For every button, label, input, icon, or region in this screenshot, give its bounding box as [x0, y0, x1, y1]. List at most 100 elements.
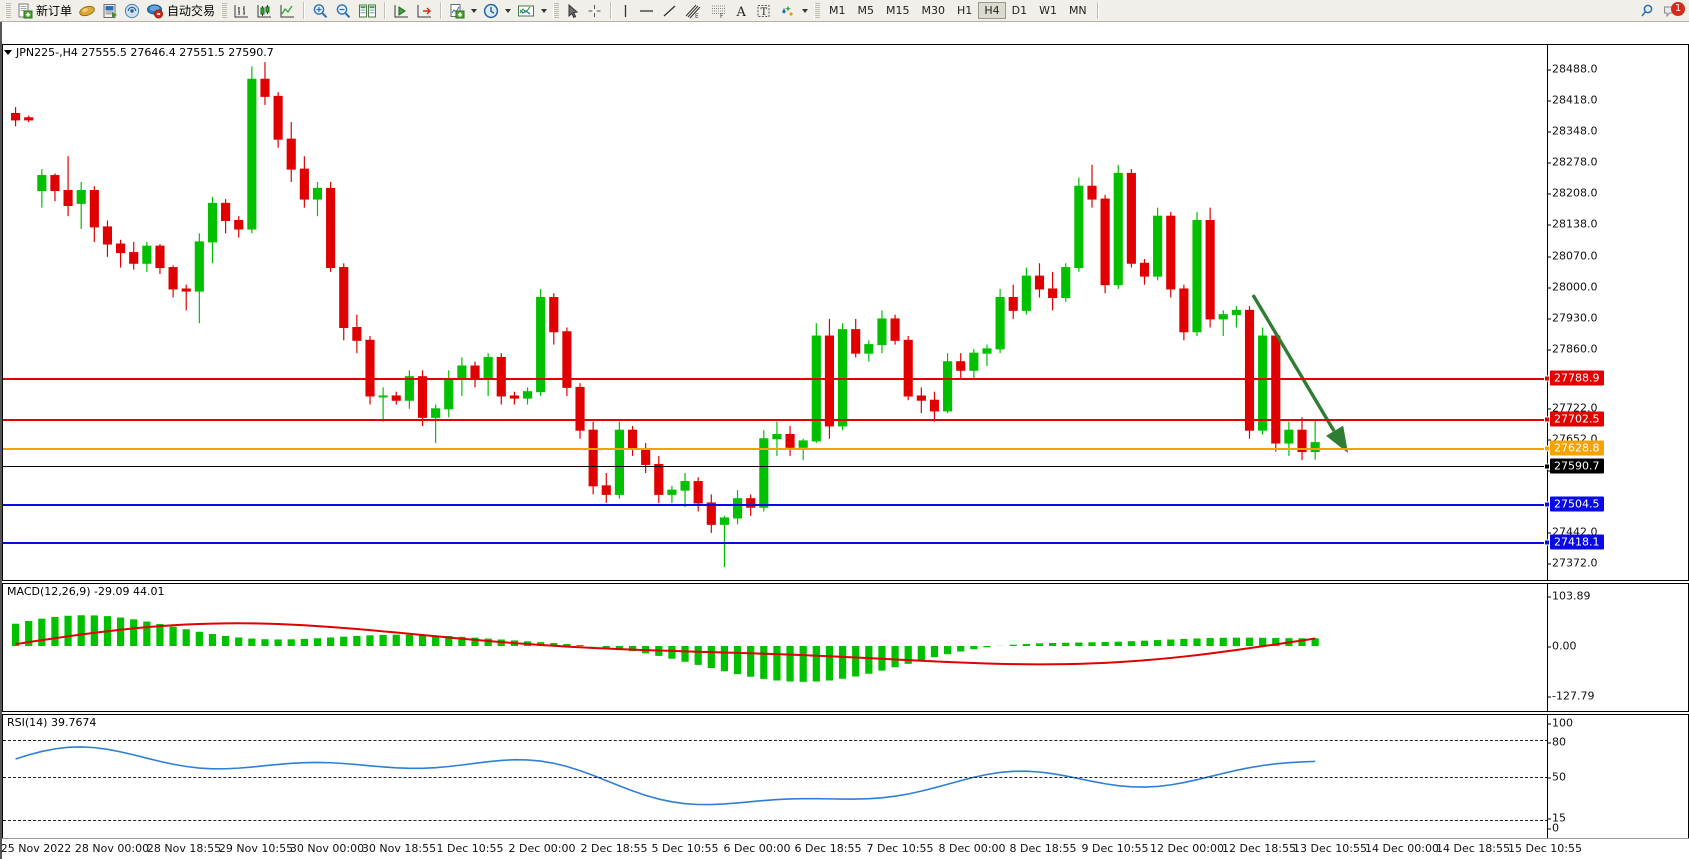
candle — [995, 288, 1005, 354]
line-chart-button[interactable] — [276, 1, 299, 21]
macd-pane[interactable]: MACD(12,26,9) -29.09 44.01 103.89 0.00 -12… — [2, 583, 1689, 712]
candle — [221, 199, 231, 234]
tab-timeframe-m30[interactable]: M30 — [921, 4, 946, 17]
candle — [168, 265, 178, 298]
text-button[interactable]: A — [731, 1, 752, 21]
candle — [706, 494, 716, 533]
last-price-line[interactable] — [3, 466, 1548, 467]
zoom-out-button[interactable] — [332, 1, 355, 21]
time-axis[interactable]: 25 Nov 2022 28 Nov 00:00 28 Nov 18:55 29 No… — [1, 838, 1689, 859]
time-tick: 2 Dec 00:00 — [508, 842, 576, 855]
chart-shift-icon — [417, 4, 432, 17]
indicators-button[interactable] — [446, 1, 480, 21]
candle — [509, 391, 519, 405]
candle — [877, 310, 887, 354]
chart-menu-caret-icon[interactable] — [4, 50, 12, 55]
pivot-line[interactable] — [3, 448, 1548, 450]
tab-timeframe-mn[interactable]: MN — [1068, 4, 1087, 17]
signals-button[interactable] — [75, 1, 99, 21]
rsi-level-line — [3, 819, 1548, 821]
shapes-icon — [782, 5, 793, 16]
chevron-down-icon[interactable] — [471, 8, 478, 13]
tab-timeframe-m15[interactable]: M15 — [886, 4, 910, 17]
tab-timeframe-h4[interactable]: H4 — [978, 2, 1006, 19]
candle — [378, 387, 388, 422]
notifications-button[interactable]: 1 — [1659, 1, 1687, 21]
price-pane[interactable]: 28488.0 28418.0 28348.0 28278.0 28208.0 28138… — [2, 44, 1689, 601]
broadcast-button[interactable] — [121, 1, 143, 21]
tab-timeframe-d1[interactable]: D1 — [1011, 4, 1028, 17]
auto-scroll-button[interactable] — [390, 1, 413, 21]
data-window-button[interactable] — [355, 1, 380, 21]
text-label-button[interactable]: T — [752, 1, 775, 21]
candle — [102, 220, 113, 257]
price-tag-pivot[interactable]: 27628.8 — [1550, 440, 1604, 456]
crosshair-button[interactable] — [583, 1, 606, 21]
price-tag-support-2[interactable]: 27418.1 — [1550, 534, 1604, 550]
price-tick: 28348.0 — [1547, 124, 1598, 138]
candle — [1139, 259, 1150, 285]
tab-timeframe-w1[interactable]: W1 — [1039, 4, 1057, 17]
market-button[interactable] — [99, 1, 121, 21]
candle — [273, 92, 283, 148]
candle — [142, 241, 152, 272]
candle — [1310, 419, 1320, 460]
templates-button[interactable] — [514, 1, 550, 21]
periods-button[interactable] — [480, 1, 514, 21]
chart-area[interactable]: JPN225-,H4 27555.5 27646.4 27551.5 27590… — [0, 22, 1689, 859]
equidistant-channel-button[interactable]: E — [681, 1, 706, 21]
toolbar-grip-2[interactable] — [221, 2, 228, 19]
candle — [1153, 207, 1163, 281]
toolbar-grip-4[interactable] — [814, 2, 821, 19]
candle — [1231, 306, 1241, 328]
toolbar-grip[interactable] — [5, 2, 11, 19]
resistance-line-1[interactable] — [3, 378, 1548, 380]
rsi-tick: 0 — [1547, 821, 1559, 835]
shapes-button[interactable] — [775, 1, 811, 21]
tab-timeframe-m5[interactable]: M5 — [857, 4, 875, 17]
rsi-axis[interactable]: 100 80 50 15 0 — [1547, 715, 1688, 838]
price-tick: 28488.0 — [1547, 62, 1598, 76]
rsi-plot[interactable] — [3, 715, 1548, 838]
zoom-in-button[interactable] — [309, 1, 332, 21]
search-icon — [1641, 4, 1653, 16]
vertical-line-button[interactable] — [616, 1, 635, 21]
price-plot[interactable] — [3, 45, 1548, 580]
candle — [614, 421, 624, 499]
chevron-down-icon-2[interactable] — [505, 8, 512, 13]
tab-timeframe-m1[interactable]: M1 — [829, 4, 846, 17]
rsi-tick: 100 — [1547, 716, 1573, 730]
price-tag-last-price[interactable]: 27590.7 — [1550, 458, 1604, 474]
tab-timeframe-h1[interactable]: H1 — [957, 4, 973, 17]
support-line-1[interactable] — [3, 504, 1548, 506]
fibonacci-button[interactable]: F — [706, 1, 731, 21]
macd-axis[interactable]: 103.89 0.00 -127.79 — [1546, 584, 1688, 711]
resistance-line-2[interactable] — [3, 419, 1548, 421]
macd-series — [11, 615, 1319, 682]
candle — [24, 115, 34, 123]
rsi-pane[interactable]: RSI(14) 39.7674 100 80 50 15 0 — [2, 714, 1689, 839]
candlestick-chart-button[interactable] — [253, 1, 276, 21]
toolbar-separator-1 — [303, 2, 306, 19]
candle — [76, 181, 86, 230]
toolbar-grip-3[interactable] — [553, 2, 560, 19]
chart-shift-button[interactable] — [413, 1, 436, 21]
price-tag-support-1[interactable]: 27504.5 — [1550, 496, 1604, 512]
horizontal-line-button[interactable] — [635, 1, 658, 21]
search-button[interactable] — [1636, 1, 1659, 21]
candle — [365, 336, 375, 405]
price-tick: 28138.0 — [1547, 217, 1598, 231]
chevron-down-icon-3[interactable] — [541, 8, 548, 13]
bar-chart-button[interactable] — [230, 1, 253, 21]
support-line-2[interactable] — [3, 542, 1548, 544]
macd-plot[interactable] — [3, 584, 1548, 711]
trendline-button[interactable] — [658, 1, 681, 21]
price-tag-resistance-1[interactable]: 27788.9 — [1550, 370, 1604, 386]
candle — [601, 473, 611, 503]
auto-trading-button[interactable]: 自动交易 — [143, 1, 218, 21]
cursor-button[interactable] — [562, 1, 583, 21]
price-axis[interactable]: 28488.0 28418.0 28348.0 28278.0 28208.0 28138… — [1547, 45, 1688, 601]
chevron-down-icon-4[interactable] — [802, 8, 809, 13]
new-order-button[interactable]: 新订单 — [14, 1, 75, 21]
price-tag-resistance-2[interactable]: 27702.5 — [1550, 411, 1604, 427]
